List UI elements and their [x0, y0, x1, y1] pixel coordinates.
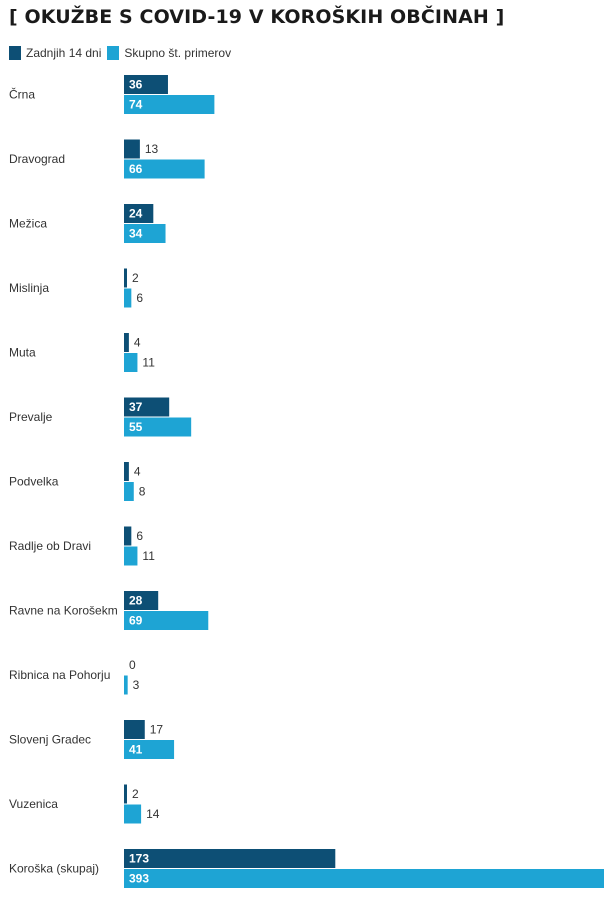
value-label-total: 11	[142, 549, 155, 563]
category-group-11: Vuzenica 2 14	[9, 784, 160, 824]
bar-recent-14-days	[124, 75, 168, 94]
legend-label-recent: Zadnjih 14 dni	[26, 46, 102, 60]
category-group-8: Ravne na Korošekm 28 69	[9, 591, 209, 630]
value-label-total: 393	[129, 872, 149, 886]
value-label-total: 14	[146, 807, 160, 821]
bar-total-cases	[124, 740, 175, 759]
bar-total-cases	[124, 417, 192, 437]
legend-item-recent: Zadnjih 14 dni	[9, 46, 101, 60]
bar-total-cases	[124, 224, 166, 243]
bar-total-cases	[124, 288, 132, 308]
bar-total-cases	[124, 482, 134, 501]
bar-recent-14-days	[124, 591, 159, 610]
category-label: Muta	[9, 346, 36, 360]
category-group-7: Radlje ob Dravi 6 11	[9, 526, 155, 566]
value-label-total: 41	[129, 743, 143, 757]
category-label: Vuzenica	[9, 797, 58, 811]
category-group-5: Prevalje 37 55	[9, 397, 192, 437]
bar-total-cases	[124, 159, 205, 179]
bar-total-cases	[124, 675, 128, 695]
category-label: Radlje ob Dravi	[9, 539, 91, 553]
value-label-recent: 4	[134, 465, 141, 479]
category-label: Mežica	[9, 217, 47, 231]
bar-total-cases	[124, 804, 142, 824]
value-label-recent: 36	[129, 78, 143, 92]
bar-recent-14-days	[124, 204, 154, 223]
legend-swatch-recent	[9, 46, 21, 60]
category-label: Slovenj Gradec	[9, 733, 91, 747]
category-group-10: Slovenj Gradec 17 41	[9, 720, 175, 759]
category-group-6: Podvelka 4 8	[9, 462, 146, 501]
bar-recent-14-days	[124, 139, 140, 159]
bar-total-cases	[124, 546, 138, 566]
value-label-recent: 24	[129, 207, 143, 221]
bar-recent-14-days	[124, 462, 129, 481]
bar-recent-14-days	[124, 849, 336, 868]
category-label: Koroška (skupaj)	[9, 862, 99, 876]
value-label-total: 66	[129, 162, 143, 176]
bar-recent-14-days	[124, 268, 127, 288]
category-group-0: Črna 36 74	[9, 75, 215, 114]
legend-label-total: Skupno št. primerov	[124, 46, 232, 60]
value-label-recent: 0	[129, 658, 136, 672]
category-group-12: Koroška (skupaj) 173 393	[9, 849, 604, 888]
legend-swatch-total	[107, 46, 120, 60]
value-label-total: 8	[139, 485, 146, 499]
value-label-recent: 2	[132, 787, 139, 801]
value-label-total: 74	[129, 98, 143, 112]
value-label-total: 6	[136, 291, 143, 305]
bar-total-cases	[124, 95, 215, 114]
value-label-recent: 28	[129, 594, 143, 608]
category-label: Dravograd	[9, 152, 65, 166]
category-label: Mislinja	[9, 281, 49, 295]
value-label-total: 69	[129, 614, 143, 628]
value-label-recent: 2	[132, 271, 139, 285]
category-group-4: Muta 411	[9, 333, 155, 372]
value-label-recent: 17	[150, 723, 164, 737]
bar-total-cases	[124, 869, 604, 888]
value-label-recent: 37	[129, 400, 143, 414]
bar-recent-14-days	[124, 397, 170, 417]
bar-recent-14-days	[124, 526, 132, 546]
category-label: Ribnica na Pohorju	[9, 668, 110, 682]
bar-recent-14-days	[124, 720, 145, 739]
bar-recent-14-days	[124, 784, 127, 804]
value-label-recent: 6	[136, 529, 143, 543]
category-group-9: Ribnica na Pohorju 0 3	[9, 658, 140, 695]
category-label: Podvelka	[9, 475, 59, 489]
value-label-total: 55	[129, 420, 143, 434]
category-label: Ravne na Korošekm	[9, 604, 118, 618]
category-group-3: Mislinja 2 6	[9, 268, 143, 308]
value-label-recent: 13	[145, 142, 159, 156]
bar-total-cases	[124, 353, 138, 372]
chart-legend: Zadnjih 14 dni Skupno št. primerov	[9, 44, 237, 62]
value-label-total: 34	[129, 227, 143, 241]
legend-item-total: Skupno št. primerov	[107, 46, 231, 60]
value-label-recent: 173	[129, 852, 149, 866]
bar-total-cases	[124, 611, 209, 630]
value-label-total: 3	[133, 678, 140, 692]
category-group-2: Mežica 24 34	[9, 204, 166, 243]
bar-recent-14-days	[124, 333, 129, 352]
chart-title: [ OKUŽBE S COVID-19 V KOROŠKIH OBČINAH ]	[9, 6, 505, 28]
category-label: Črna	[9, 87, 35, 102]
value-label-total: 11	[142, 356, 155, 370]
category-label: Prevalje	[9, 410, 53, 424]
value-label-recent: 4	[134, 336, 141, 350]
